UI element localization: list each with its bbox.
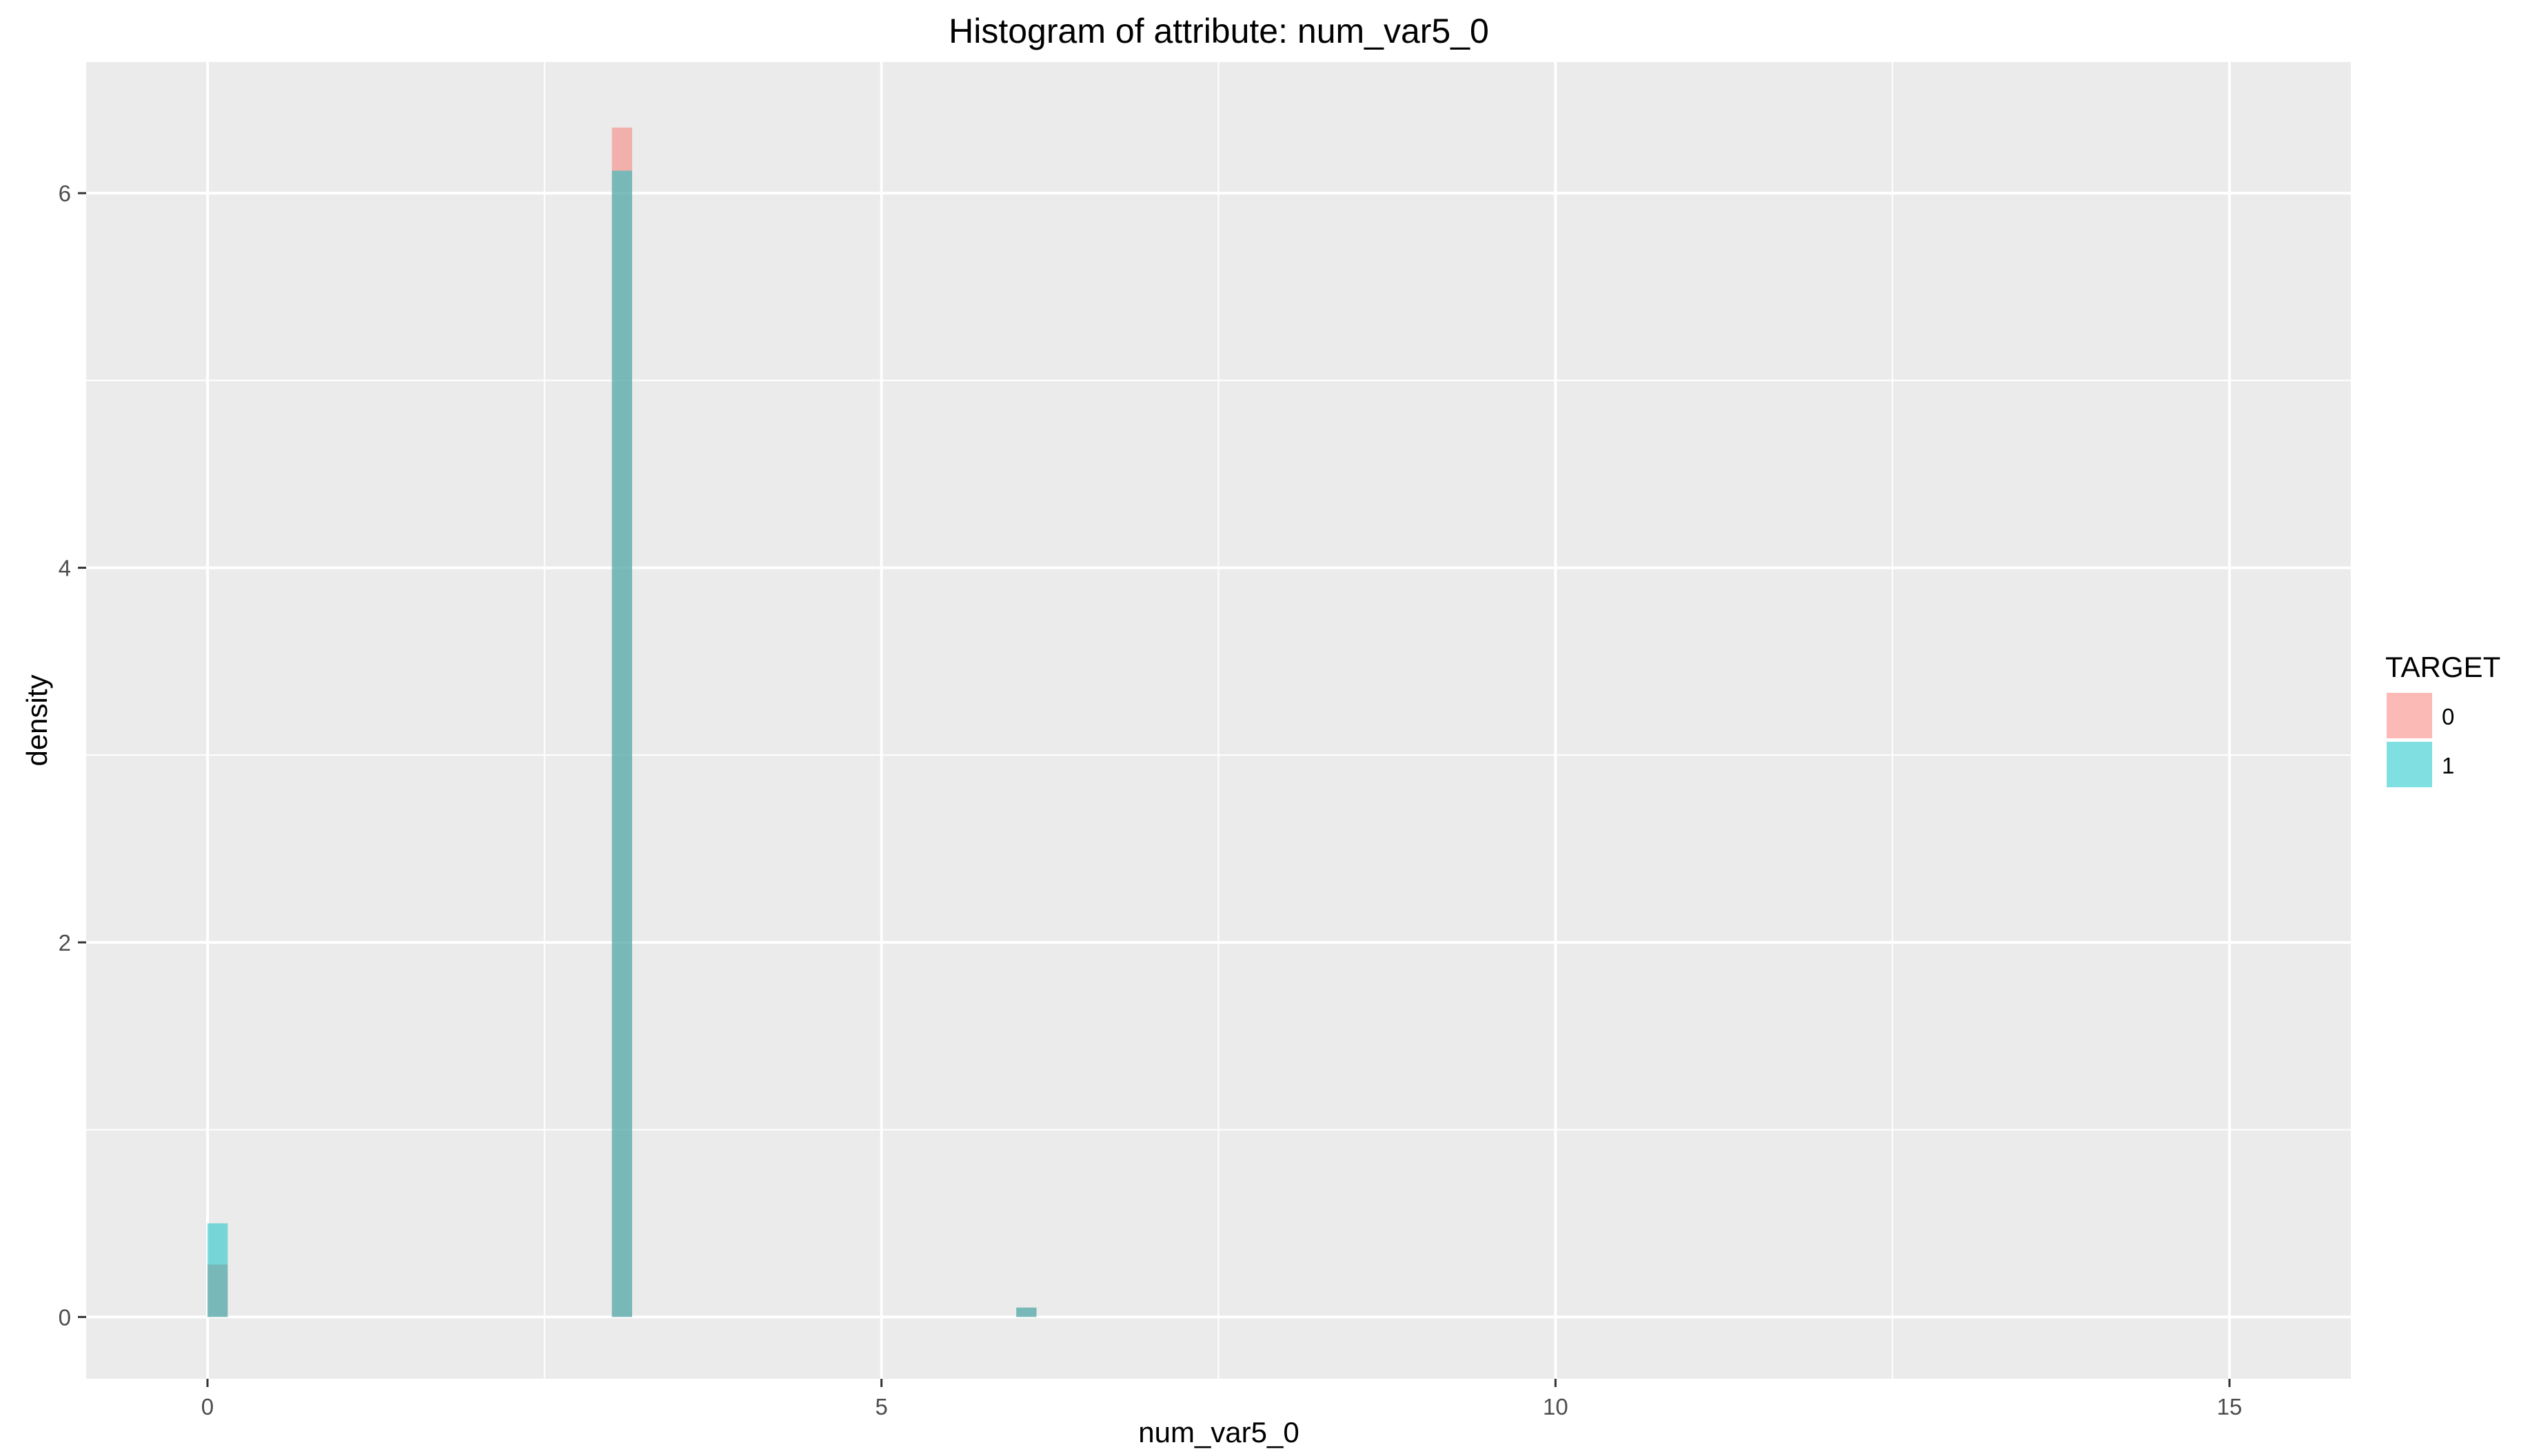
y-axis: 0 2 4 6 [59, 181, 86, 1330]
x-axis-title: num_var5_0 [1138, 1416, 1299, 1448]
bar-series-1-bin-0 [207, 1223, 228, 1317]
bars [207, 128, 1037, 1317]
bar-series-1-bin-2 [1016, 1307, 1037, 1317]
legend-key-0 [2387, 693, 2432, 738]
legend-label-1: 1 [2442, 753, 2454, 778]
x-axis: 0 5 10 15 [201, 1379, 2243, 1419]
chart-title: Histogram of attribute: num_var5_0 [949, 12, 1489, 50]
bar-series-1-bin-1 [611, 170, 632, 1317]
legend-label-0: 0 [2442, 704, 2454, 729]
grid-minor [86, 62, 2351, 1379]
y-tick-label: 6 [59, 181, 71, 206]
x-tick-label: 0 [201, 1394, 214, 1419]
x-tick-label: 15 [2217, 1394, 2243, 1419]
legend: TARGET 0 1 [2385, 651, 2500, 787]
y-tick-label: 4 [59, 556, 71, 581]
x-tick-label: 10 [1543, 1394, 1568, 1419]
grid-major [86, 62, 2351, 1379]
y-tick-label: 0 [59, 1304, 71, 1330]
legend-key-1 [2387, 742, 2432, 787]
y-tick-label: 2 [59, 930, 71, 956]
y-axis-title: density [21, 674, 53, 766]
x-tick-label: 5 [875, 1394, 887, 1419]
legend-title: TARGET [2385, 651, 2500, 683]
